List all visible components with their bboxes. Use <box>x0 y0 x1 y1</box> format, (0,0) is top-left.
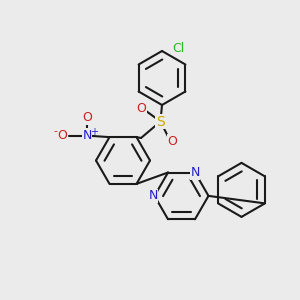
Text: O: O <box>82 111 92 124</box>
Text: N: N <box>148 189 158 203</box>
Text: S: S <box>156 115 165 128</box>
Text: N: N <box>82 129 92 142</box>
Text: -: - <box>54 126 58 136</box>
Text: O: O <box>168 134 177 148</box>
Text: Cl: Cl <box>172 41 184 55</box>
Text: O: O <box>58 129 67 142</box>
Text: O: O <box>136 101 146 115</box>
Text: N: N <box>190 166 200 179</box>
Text: +: + <box>90 127 98 137</box>
